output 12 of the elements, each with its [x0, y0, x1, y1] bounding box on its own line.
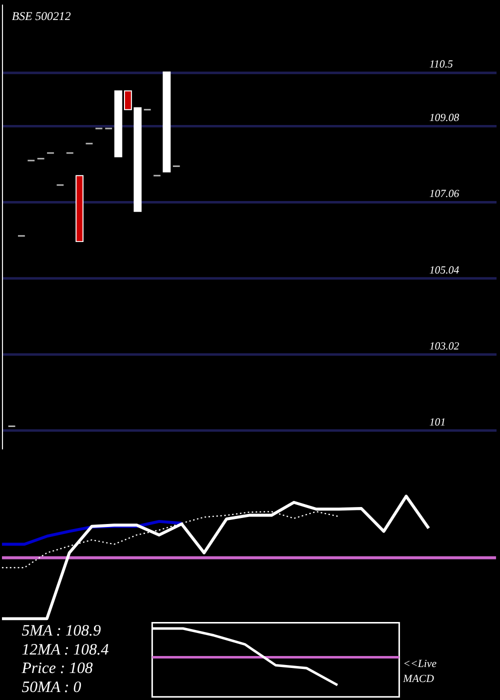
y-tick-label: 107.06 [429, 188, 460, 200]
chart-title: BSE 500212 [12, 8, 71, 23]
text: 12MA : 108.4 [22, 641, 109, 658]
text: 50MA : 0 [22, 678, 82, 696]
text: Price : 108 [20, 660, 93, 678]
y-tick-label: 101 [429, 416, 446, 429]
y-tick-label: 109.08 [429, 112, 460, 124]
y-tick-label: 110.5 [429, 58, 454, 71]
y-tick-label: 105.04 [429, 264, 460, 276]
text: 5MA : 108.9 [22, 622, 101, 640]
text: <<Live MACD [402, 658, 437, 686]
y-tick-label: 103.02 [429, 340, 460, 352]
